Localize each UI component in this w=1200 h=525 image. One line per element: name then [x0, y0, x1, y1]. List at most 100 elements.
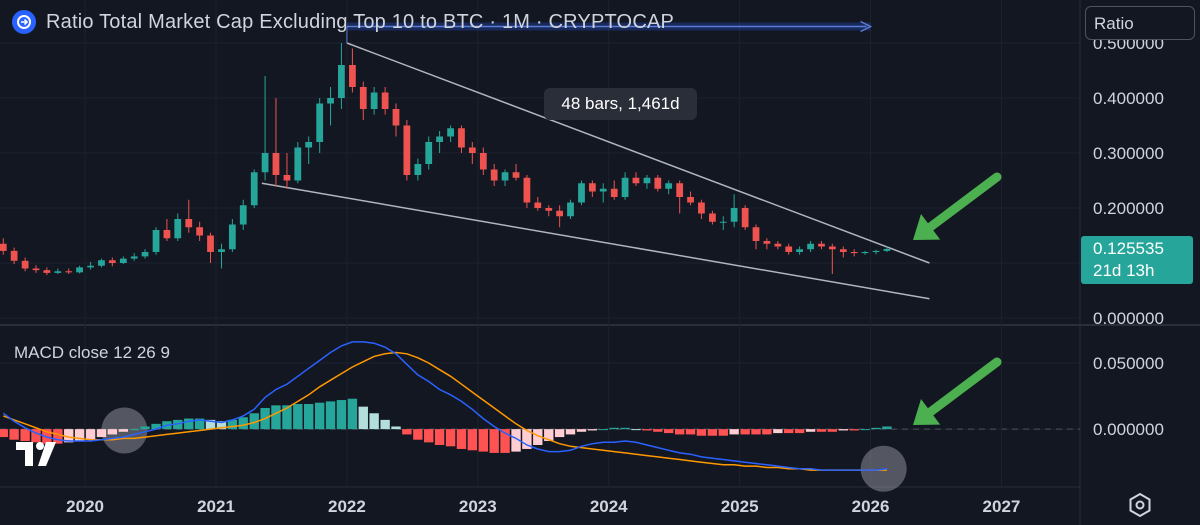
- macd-histogram-bar: [544, 429, 554, 442]
- candle-body: [458, 128, 465, 148]
- candle: [861, 250, 869, 255]
- candle: [130, 253, 138, 261]
- macd-histogram-bar: [20, 429, 30, 442]
- candle-body: [87, 265, 94, 268]
- candle: [545, 205, 553, 217]
- macd-histogram-bar: [794, 429, 805, 434]
- time-tick-label: 2022: [328, 497, 366, 516]
- macd-histogram-bar: [522, 429, 532, 449]
- candle: [174, 213, 182, 241]
- candle: [807, 241, 814, 252]
- candle-body: [763, 241, 771, 244]
- macd-histogram-bar: [96, 429, 107, 438]
- candle: [228, 219, 236, 252]
- candle: [828, 243, 836, 274]
- candle-body: [468, 147, 476, 153]
- candle: [32, 265, 40, 273]
- candle: [479, 147, 487, 175]
- candle: [21, 257, 29, 272]
- candle-body: [174, 219, 182, 239]
- macd-histogram-bar: [445, 429, 456, 447]
- candle: [98, 258, 105, 268]
- candle: [218, 243, 225, 269]
- candle-body: [65, 271, 73, 273]
- candle: [512, 164, 520, 181]
- candle: [381, 87, 389, 115]
- candle: [698, 199, 705, 219]
- candle-body: [447, 128, 454, 137]
- candle: [10, 247, 18, 265]
- macd-indicator-label[interactable]: MACD close 12 26 9: [14, 343, 170, 362]
- candle-body: [294, 147, 302, 181]
- candle-body: [872, 250, 880, 252]
- candle: [305, 136, 313, 164]
- settings-icon[interactable]: [1127, 492, 1153, 523]
- tradingview-logo-icon[interactable]: [16, 440, 64, 473]
- upper-trendline: [346, 42, 930, 264]
- candle: [108, 257, 116, 267]
- candle: [468, 142, 476, 164]
- price-tick-label: 0.400000: [1093, 89, 1164, 108]
- macd-histogram-bar: [282, 405, 292, 430]
- macd-histogram-bar: [347, 398, 358, 430]
- macd-histogram-bar: [663, 429, 674, 434]
- candle-body: [578, 183, 585, 203]
- candle-body: [436, 136, 443, 142]
- macd-histogram-bar: [467, 429, 478, 451]
- candle: [250, 169, 258, 208]
- macd-histogram-bar: [391, 426, 401, 430]
- time-tick-label: 2024: [590, 497, 628, 516]
- candle: [349, 48, 356, 93]
- candle-body: [32, 268, 40, 271]
- macd-histogram-bar: [358, 406, 368, 430]
- candle-body: [338, 65, 345, 98]
- macd-histogram-bar: [271, 405, 281, 430]
- macd-histogram-bar: [882, 426, 892, 430]
- candle: [54, 268, 62, 274]
- macd-histogram-bar: [325, 401, 336, 430]
- candle-body: [163, 230, 171, 239]
- macd-histogram-bar: [238, 417, 248, 430]
- candle-body: [228, 224, 236, 250]
- candle-body: [850, 252, 858, 254]
- candle: [207, 232, 214, 263]
- candle: [414, 158, 422, 181]
- macd-histogram-bar: [849, 429, 859, 431]
- macd-histogram-bar: [129, 429, 139, 431]
- candle-body: [43, 270, 51, 273]
- macd-histogram-bar: [762, 429, 772, 435]
- macd-histogram-bar: [216, 421, 227, 430]
- candle: [610, 180, 618, 200]
- macd-histogram-bar: [74, 429, 85, 442]
- candle: [261, 76, 269, 181]
- macd-histogram-bar: [860, 429, 870, 431]
- candle: [196, 221, 204, 241]
- macd-histogram-bar: [107, 429, 118, 435]
- candle-body: [883, 248, 891, 251]
- candle-body: [152, 230, 160, 252]
- macd-histogram-bar: [0, 429, 8, 438]
- candle: [556, 205, 564, 228]
- candle-body: [501, 172, 509, 181]
- candle: [654, 175, 662, 192]
- macd-histogram-bar: [184, 418, 194, 430]
- candle-body: [327, 98, 334, 104]
- time-tick-label: 2027: [983, 497, 1021, 516]
- candle-body: [250, 172, 258, 206]
- arrow-head: [913, 214, 941, 240]
- candle-body: [567, 202, 574, 217]
- last-price-label: 0.125535 21d 13h: [1081, 236, 1193, 284]
- signal-line: [3, 351, 887, 471]
- candle: [578, 180, 585, 206]
- candle: [272, 98, 280, 186]
- macd-histogram-bar: [413, 429, 423, 440]
- time-tick-label: 2021: [197, 497, 235, 516]
- candle: [436, 131, 443, 153]
- candle-body: [523, 177, 531, 203]
- macd-histogram-bar: [838, 429, 849, 431]
- macd-histogram-bar: [609, 427, 619, 430]
- candle-body: [512, 172, 520, 178]
- scale-ratio-button[interactable]: Ratio: [1085, 6, 1195, 40]
- chart-title: Ratio Total Market Cap Excluding Top 10 …: [46, 10, 675, 33]
